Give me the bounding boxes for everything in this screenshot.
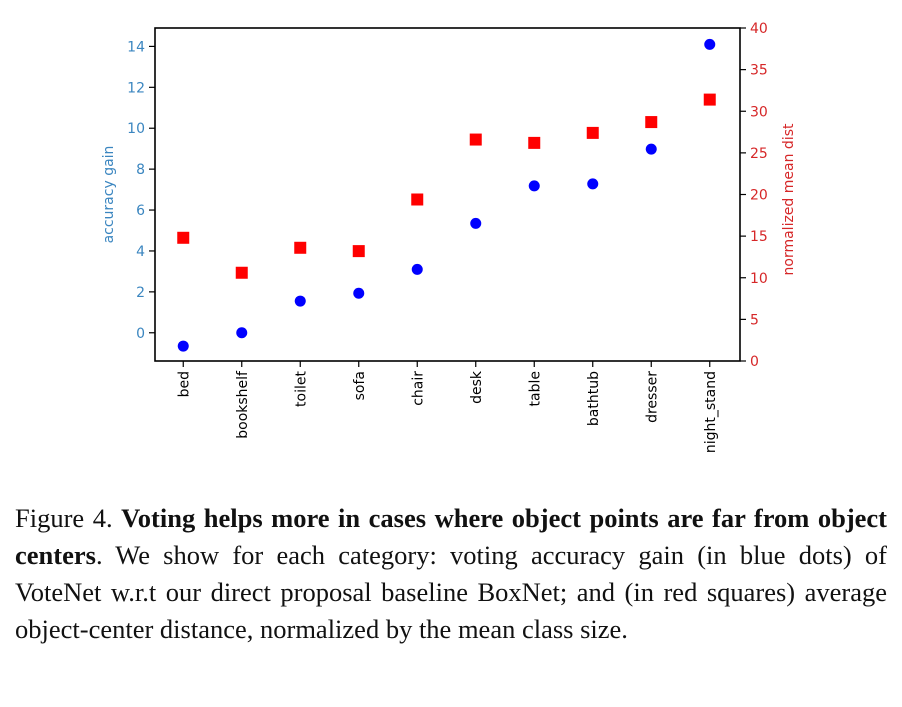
red-square-table: [528, 136, 541, 149]
right-y-tick-label: 20: [750, 188, 768, 204]
right-y-tick-label: 25: [750, 146, 768, 162]
right-y-tick-label: 15: [750, 229, 768, 245]
blue-dot-bed: [177, 340, 189, 352]
red-square-desk: [469, 133, 482, 146]
red-square-night_stand: [703, 93, 716, 106]
right-y-tick-label: 35: [750, 63, 768, 79]
caption-body: . We show for each category: voting accu…: [15, 540, 887, 644]
blue-dot-toilet: [294, 295, 306, 307]
left-y-tick-label: 12: [127, 80, 145, 96]
right-y-axis-label: normalized mean dist: [781, 123, 797, 275]
right-y-tick-label: 40: [750, 21, 768, 37]
red-square-bed: [177, 231, 190, 244]
left-y-tick-label: 8: [136, 162, 145, 178]
blue-dot-chair: [411, 263, 423, 275]
x-tick-label-dresser: dresser: [644, 371, 660, 423]
blue-dot-sofa: [353, 287, 365, 299]
x-tick-label-night_stand: night_stand: [703, 371, 719, 453]
left-y-tick-label: 0: [136, 326, 145, 342]
red-square-sofa: [352, 245, 365, 258]
x-tick-label-chair: chair: [410, 371, 426, 406]
left-y-axis-label: accuracy gain: [101, 146, 117, 244]
x-tick-label-bed: bed: [176, 371, 192, 397]
right-y-tick-label: 0: [750, 354, 759, 370]
blue-dot-desk: [470, 217, 482, 229]
right-y-tick-label: 30: [750, 104, 768, 120]
red-square-dresser: [645, 116, 658, 129]
red-square-toilet: [294, 241, 307, 254]
red-square-chair: [411, 193, 424, 206]
x-tick-label-toilet: toilet: [293, 370, 309, 406]
caption-prefix: Figure 4.: [15, 503, 122, 533]
left-y-tick-label: 14: [127, 39, 145, 55]
blue-dot-dresser: [645, 143, 657, 155]
blue-dot-bathtub: [587, 178, 599, 190]
x-tick-label-sofa: sofa: [352, 371, 368, 400]
left-y-tick-label: 10: [127, 121, 145, 137]
left-y-tick-label: 4: [136, 244, 145, 260]
left-y-tick-label: 6: [136, 203, 145, 219]
plot-frame: [154, 27, 741, 362]
red-square-bathtub: [586, 126, 599, 139]
blue-dot-bookshelf: [236, 327, 248, 339]
x-tick-label-bookshelf: bookshelf: [235, 370, 251, 439]
x-tick-label-table: table: [527, 371, 543, 406]
figure-caption: Figure 4. Voting helps more in cases whe…: [15, 500, 887, 648]
blue-dot-night_stand: [704, 38, 716, 50]
scatter-chart: 0 2 4 6 8 10 12 14 0 5 10 15 20 25 30 35 40 accuracy gain…: [101, 21, 797, 453]
x-tick-label-bathtub: bathtub: [586, 371, 602, 426]
left-y-tick-label: 2: [136, 285, 145, 301]
caption-bold-title: Voting helps more in cases where object …: [15, 503, 887, 570]
right-y-tick-label: 10: [750, 271, 768, 287]
red-square-bookshelf: [235, 266, 248, 279]
blue-dot-table: [528, 180, 540, 192]
right-y-tick-label: 5: [750, 312, 759, 328]
x-tick-label-desk: desk: [469, 370, 485, 404]
